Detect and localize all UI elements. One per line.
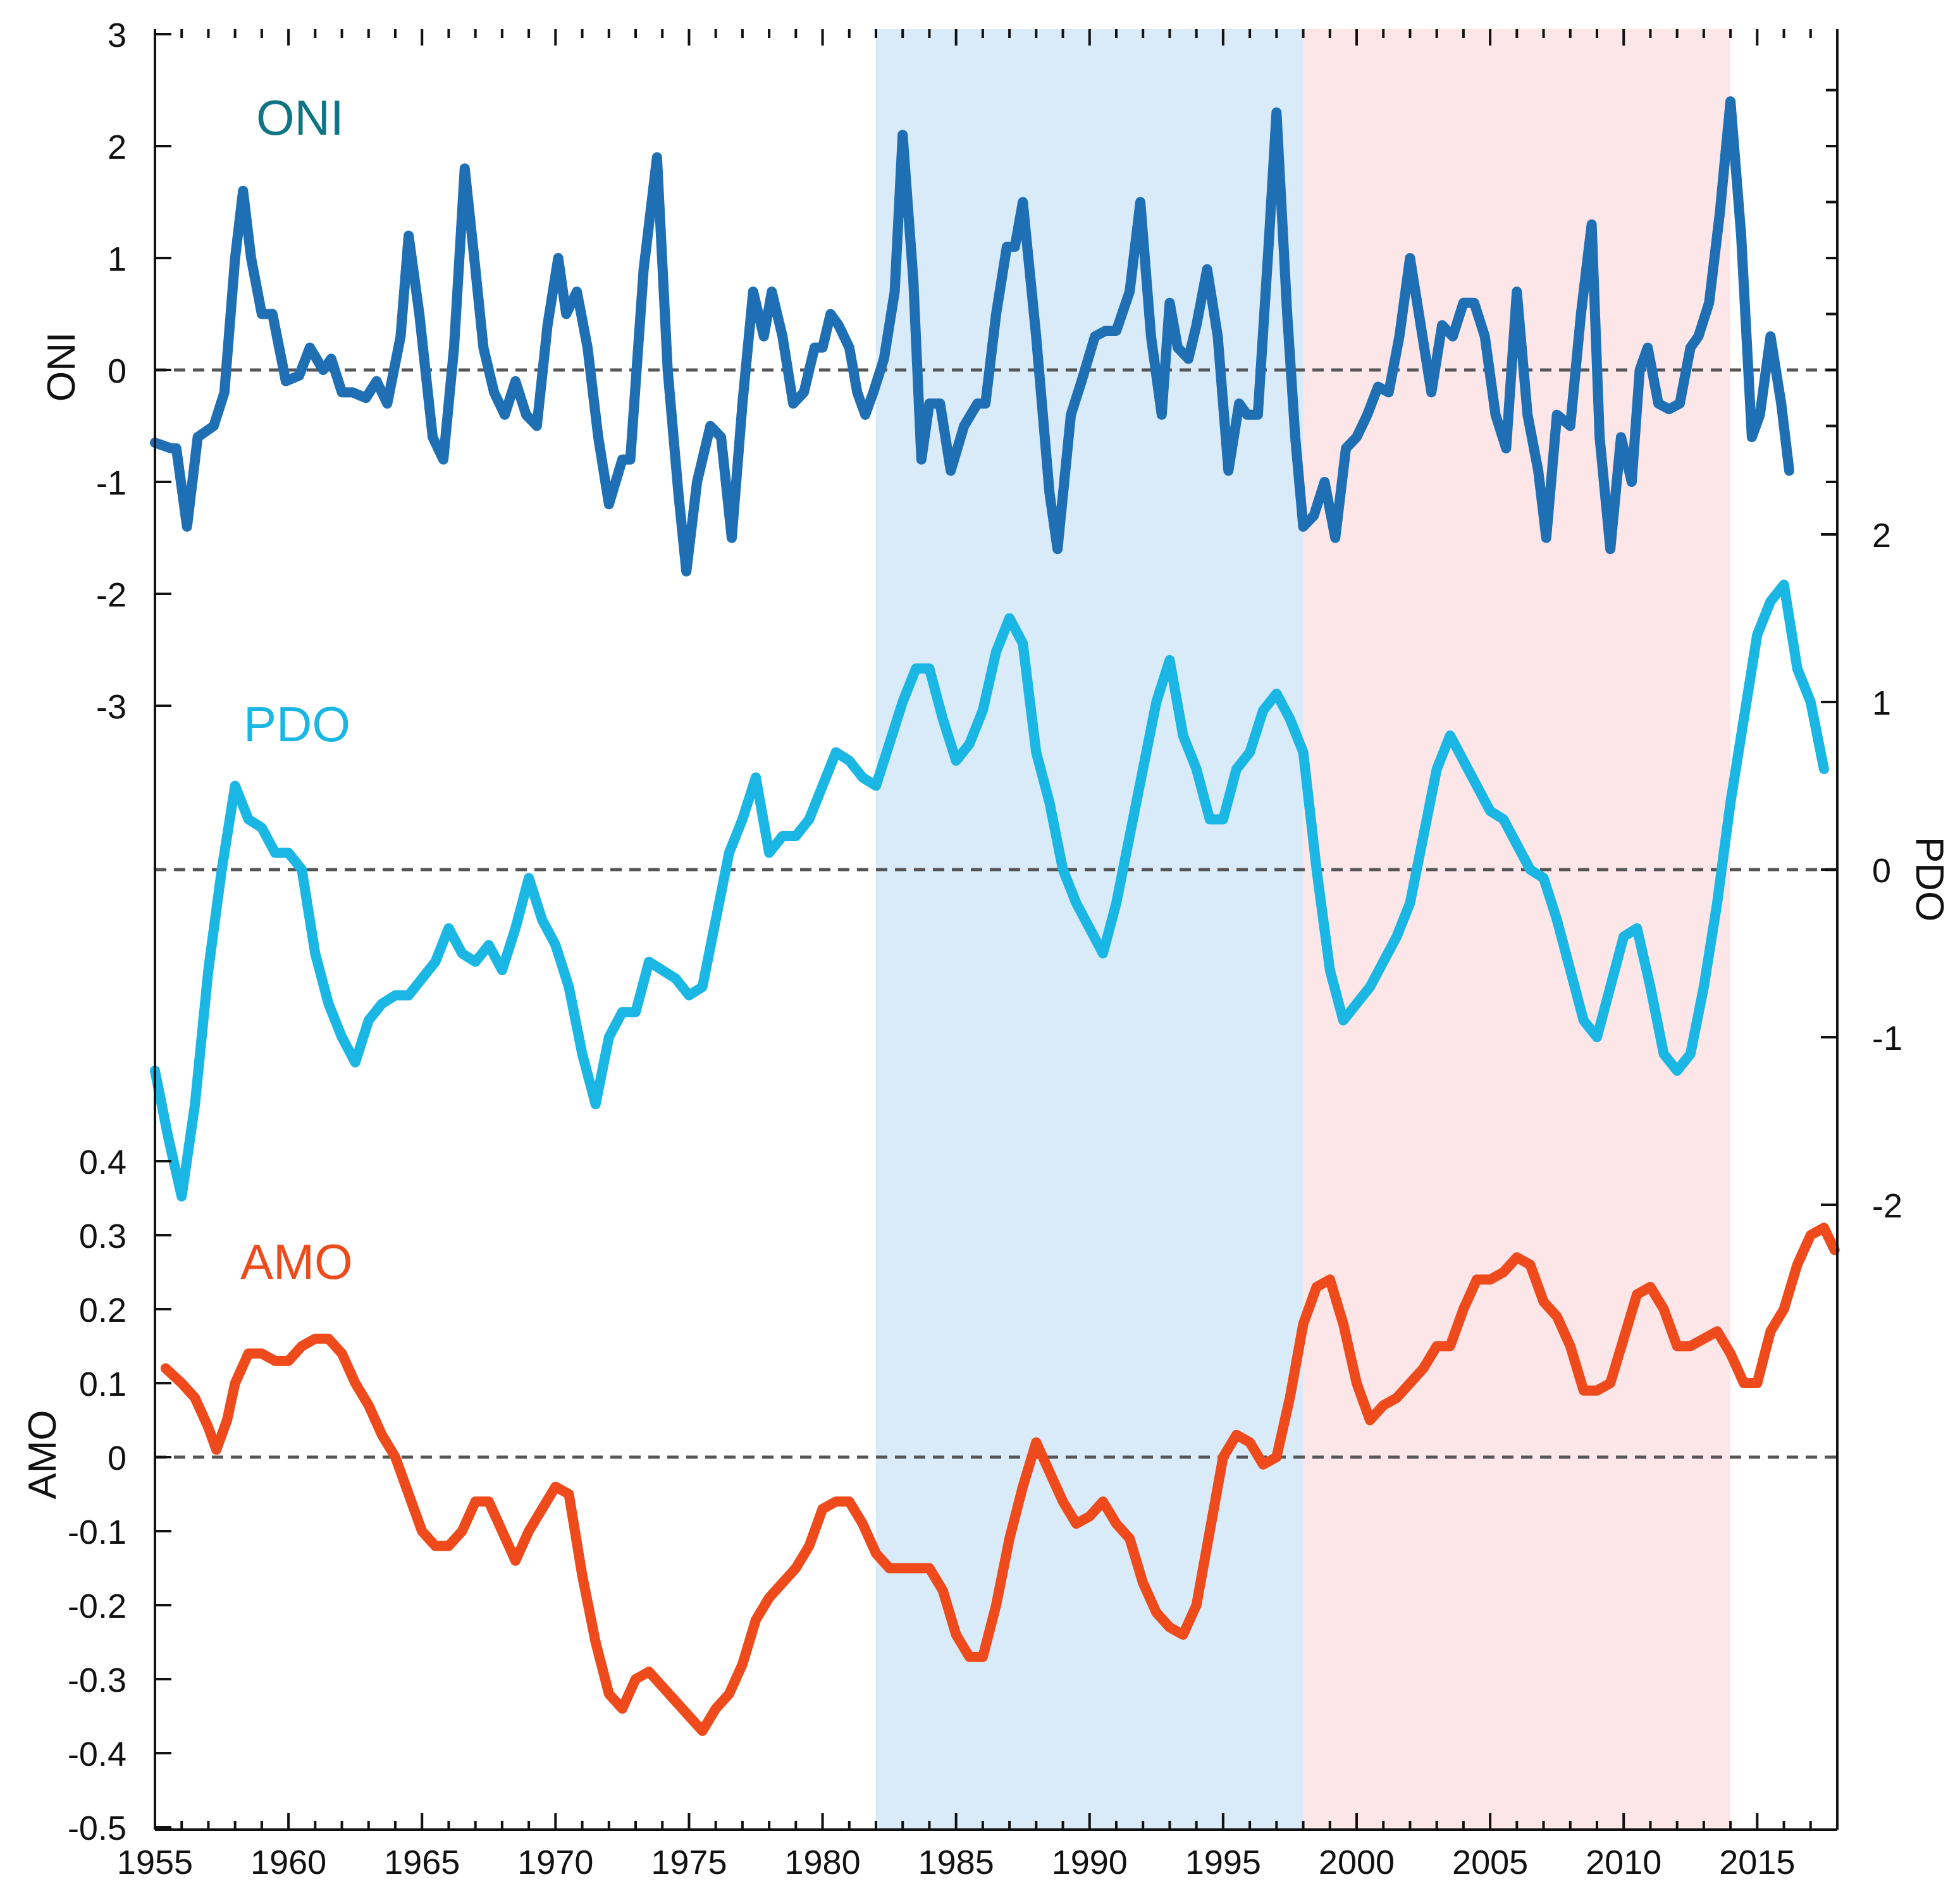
x-tick-label: 1970 xyxy=(517,1844,593,1881)
pdo-y-tick-label: 0 xyxy=(1872,852,1891,890)
x-tick-label: 1980 xyxy=(784,1844,860,1881)
x-tick-label: 1990 xyxy=(1052,1844,1128,1881)
oni-y-tick-label: -2 xyxy=(96,576,126,614)
series-lines xyxy=(150,96,1840,1736)
oni-y-tick-label: -1 xyxy=(96,464,126,502)
x-tick-label: 1955 xyxy=(117,1844,193,1881)
oni-axis-title: ONI xyxy=(40,332,83,402)
amo-y-tick-label: -0.4 xyxy=(68,1735,126,1773)
amo-y-tick-label: 0.4 xyxy=(79,1143,126,1181)
amo-y-tick-label: 0.2 xyxy=(79,1291,126,1329)
x-tick-label: 1975 xyxy=(651,1844,727,1881)
oni-y-tick-label: 0 xyxy=(108,352,126,390)
x-tick-label: 1965 xyxy=(384,1844,460,1881)
oni-y-tick-label: 3 xyxy=(108,16,126,54)
amo-y-tick-label: 0 xyxy=(108,1439,126,1477)
amo-y-tick-label: -0.1 xyxy=(68,1513,126,1551)
oni-series-label: ONI xyxy=(256,90,344,145)
oni-y-tick-label: 2 xyxy=(108,128,126,166)
x-tick-label: 2010 xyxy=(1586,1844,1661,1881)
pdo-y-tick-label: -1 xyxy=(1872,1019,1902,1057)
pdo-y-tick-label: 1 xyxy=(1872,684,1891,722)
x-tick-label: 2005 xyxy=(1452,1844,1528,1881)
zero-lines xyxy=(155,368,1837,1459)
series-labels: ONI PDO AMO xyxy=(240,90,353,1290)
pdo-y-tick-label: -2 xyxy=(1872,1187,1902,1225)
x-tick-label: 2000 xyxy=(1319,1844,1395,1881)
x-tick-label: 1960 xyxy=(250,1844,326,1881)
amo-y-tick-label: 0.3 xyxy=(79,1217,126,1255)
oni-y-tick-label: 1 xyxy=(108,240,126,278)
amo-y-tick-label: 0.1 xyxy=(79,1365,126,1403)
amo-series-label: AMO xyxy=(240,1234,353,1290)
axes: 1955 1960 1965 1970 1975 1980 1985 1990 1995 2000… xyxy=(68,16,1902,1881)
x-tick-label: 2015 xyxy=(1719,1844,1795,1881)
oni-y-tick-label: -3 xyxy=(96,688,126,726)
x-tick-label: 1985 xyxy=(918,1844,994,1881)
pdo-series-line xyxy=(150,579,1829,1202)
pdo-series-label: PDO xyxy=(243,696,350,752)
amo-y-tick-label: -0.5 xyxy=(68,1809,126,1847)
oni-series-line xyxy=(150,96,1794,577)
x-tick-label: 1995 xyxy=(1185,1844,1261,1881)
amo-series-line xyxy=(160,1222,1840,1736)
pdo-axis-title: PDO xyxy=(1908,837,1951,921)
pdo-y-tick-label: 2 xyxy=(1872,517,1891,555)
axis-titles: ONI PDO AMO xyxy=(21,332,1951,1500)
amo-y-tick-label: -0.2 xyxy=(68,1587,126,1625)
amo-y-tick-label: -0.3 xyxy=(68,1661,126,1699)
amo-axis-title: AMO xyxy=(21,1410,65,1499)
